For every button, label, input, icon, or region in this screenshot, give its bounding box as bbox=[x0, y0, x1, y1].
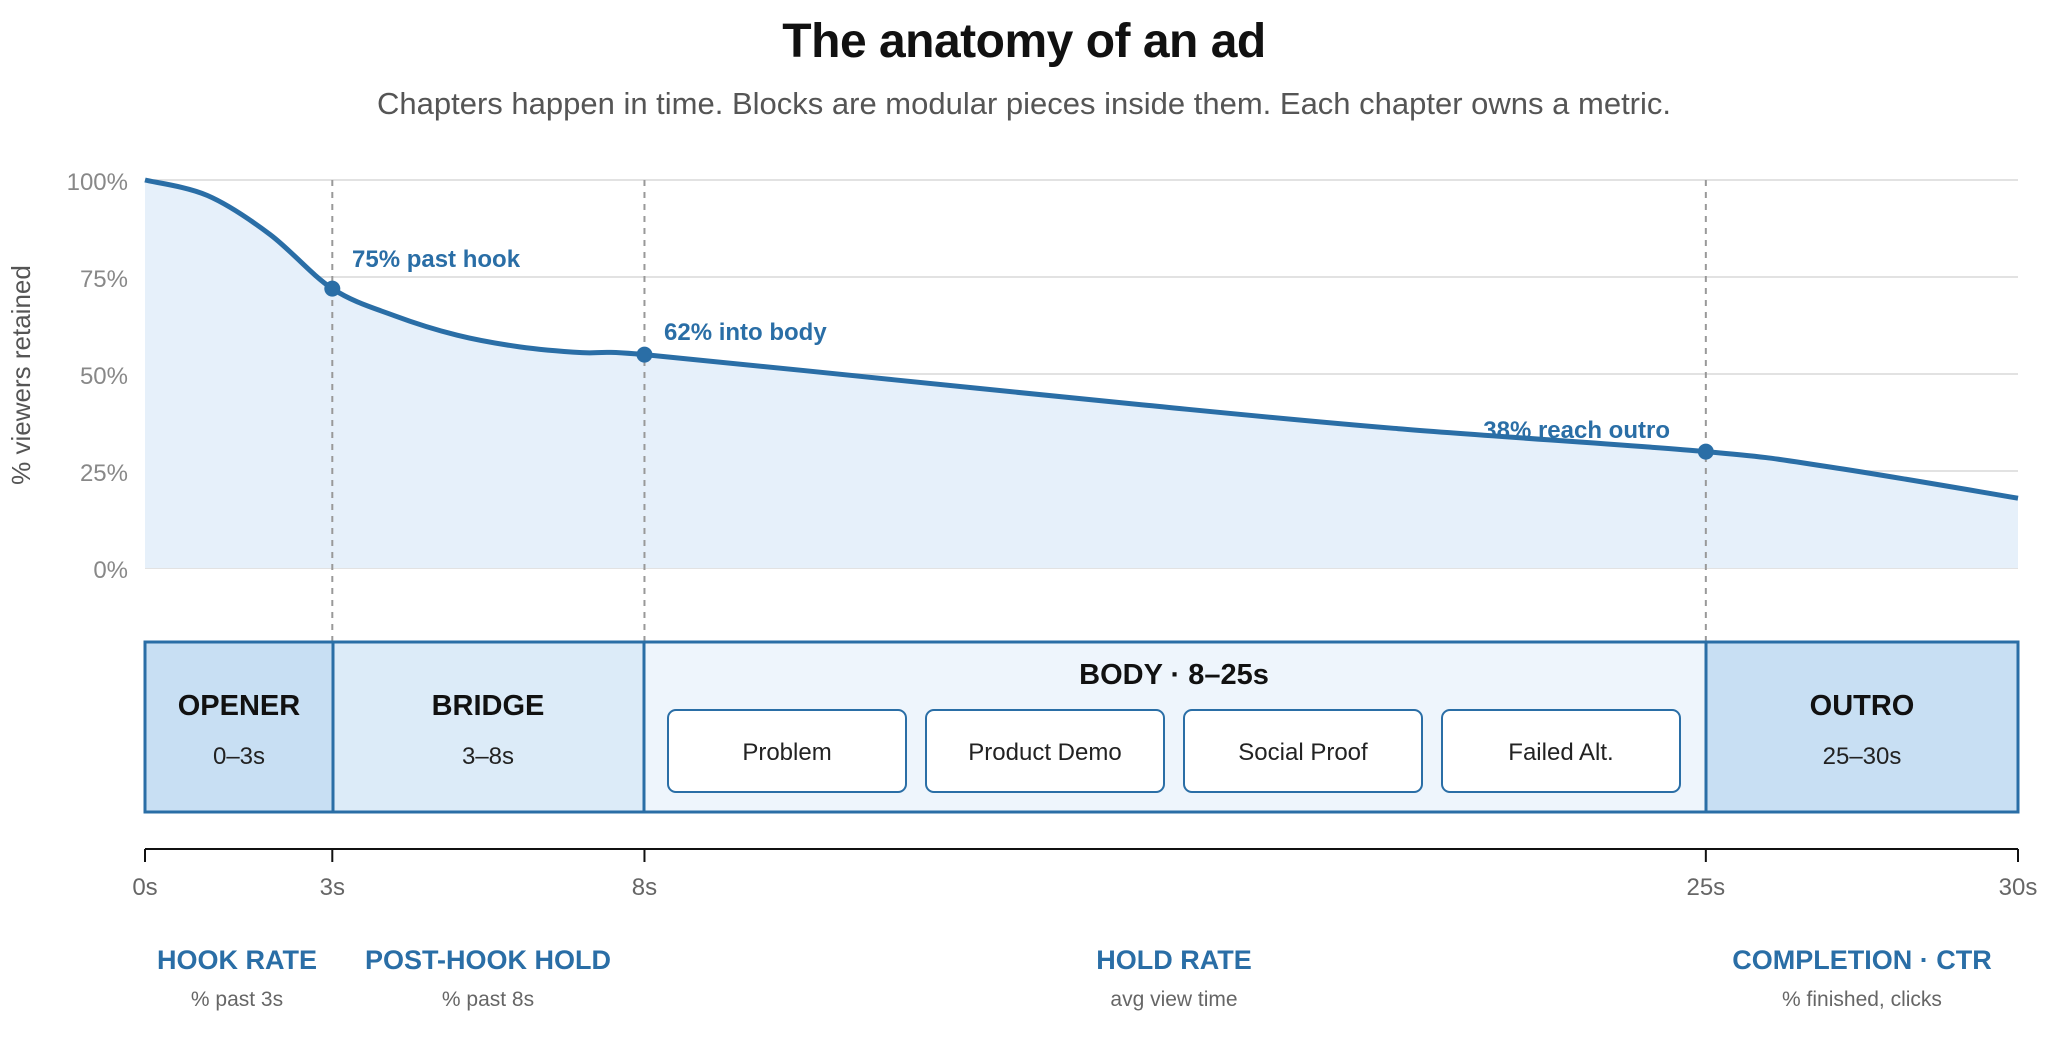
block-social-proof bbox=[1183, 709, 1423, 793]
metric-hold-rate: HOLD RATE bbox=[1096, 945, 1252, 975]
time-axis: 0s 3s 8s 25s 30s bbox=[132, 848, 2037, 901]
block-product-demo-label: Product Demo bbox=[968, 739, 1121, 766]
block-problem-label: Problem bbox=[742, 739, 831, 766]
chapter-opener bbox=[143, 640, 335, 814]
annotation-body: 62% into body bbox=[664, 319, 827, 346]
chapter-opener-name: OPENER bbox=[178, 690, 301, 722]
annotation-hook: 75% past hook bbox=[352, 246, 521, 273]
y-tick-label: 100% bbox=[67, 169, 128, 196]
time-tick-label: 30s bbox=[1999, 874, 2038, 901]
page-subtitle: Chapters happen in time. Blocks are modu… bbox=[376, 86, 1672, 121]
retention-marker bbox=[636, 346, 653, 363]
time-tick-label: 8s bbox=[632, 874, 657, 901]
y-tick-label: 0% bbox=[93, 557, 128, 584]
chapter-outro-name: OUTRO bbox=[1810, 690, 1915, 722]
chapter-track: OPENER 0–3s BRIDGE 3–8s BODY · 8–25s OUT… bbox=[143, 640, 2020, 814]
metric-hold-rate-sub: avg view time bbox=[1110, 988, 1237, 1011]
chapter-outro bbox=[1704, 640, 2020, 814]
block-problem bbox=[667, 709, 907, 793]
y-axis-label: % viewers retained bbox=[6, 265, 36, 485]
chapter-guides bbox=[331, 180, 1707, 642]
metric-hook-rate: HOOK RATE bbox=[157, 945, 317, 975]
block-failed-alt-label: Failed Alt. bbox=[1508, 739, 1613, 766]
block-social-proof-label: Social Proof bbox=[1238, 739, 1368, 766]
block-product-demo bbox=[925, 709, 1165, 793]
chapter-opener-range: 0–3s bbox=[213, 743, 265, 770]
chapter-bridge-name: BRIDGE bbox=[432, 690, 545, 722]
page-title: The anatomy of an ad bbox=[782, 15, 1266, 68]
retention-marker bbox=[324, 280, 341, 297]
metric-post-hook-hold-sub: % past 8s bbox=[442, 988, 534, 1011]
chapter-bridge bbox=[331, 640, 646, 814]
time-tick-label: 25s bbox=[1686, 874, 1725, 901]
metric-post-hook-hold: POST-HOOK HOLD bbox=[365, 945, 611, 975]
time-axis-ticks: 0s 3s 8s 25s 30s bbox=[132, 849, 2037, 901]
retention-marker bbox=[1697, 443, 1714, 460]
metric-completion-ctr-sub: % finished, clicks bbox=[1782, 988, 1942, 1011]
retention-area bbox=[145, 180, 2018, 568]
y-tick-label: 25% bbox=[80, 460, 128, 487]
annotation-outro: 38% reach outro bbox=[1483, 417, 1670, 444]
time-tick-label: 3s bbox=[320, 874, 345, 901]
retention-markers bbox=[324, 280, 1714, 460]
metric-hook-rate-sub: % past 3s bbox=[191, 988, 283, 1011]
time-tick-label: 0s bbox=[132, 874, 157, 901]
y-tick-label: 75% bbox=[80, 266, 128, 293]
metric-completion-ctr: COMPLETION · CTR bbox=[1732, 945, 1991, 975]
chapter-bridge-range: 3–8s bbox=[462, 743, 514, 770]
chapter-body-name: BODY · 8–25s bbox=[1079, 659, 1269, 691]
chapter-outro-range: 25–30s bbox=[1823, 743, 1902, 770]
block-failed-alt bbox=[1441, 709, 1681, 793]
y-axis: 100% 75% 50% 25% 0% % viewers retained bbox=[6, 169, 128, 584]
metrics-row: HOOK RATE % past 3s POST-HOOK HOLD % pas… bbox=[157, 945, 1992, 1011]
y-tick-label: 50% bbox=[80, 363, 128, 390]
